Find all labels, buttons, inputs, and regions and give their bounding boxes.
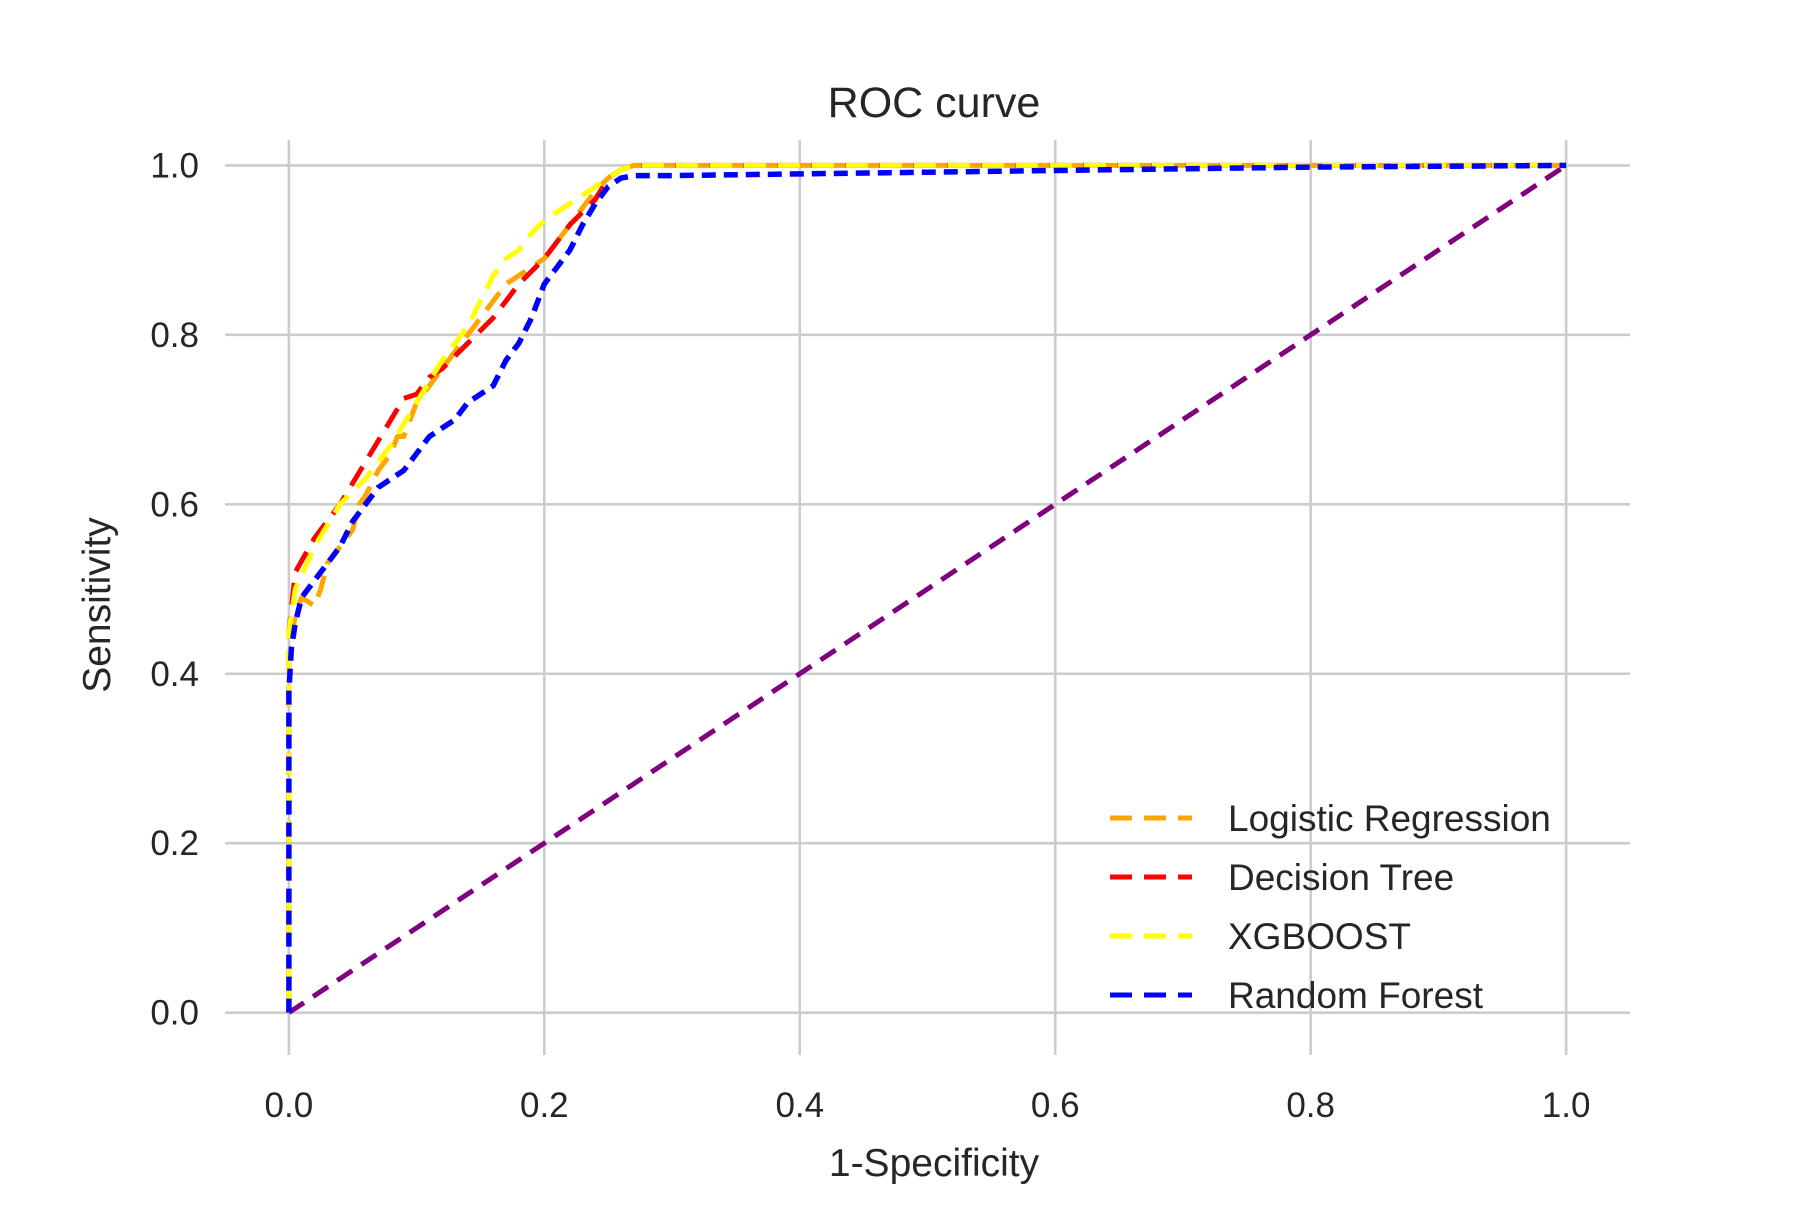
y-tick-label: 0.0 [150, 994, 199, 1033]
legend-item: Decision Tree [1110, 857, 1454, 898]
series-lines [286, 162, 1568, 1015]
legend-item: Random Forest [1110, 975, 1484, 1016]
x-tick-label: 0.0 [265, 1086, 314, 1125]
tick-labels: 0.0 0.2 0.4 0.6 0.8 1.0 0.0 0.2 0.4 0.6 0.8 1.0 [150, 146, 1590, 1125]
y-tick-label: 0.2 [150, 824, 199, 863]
chart-title: ROC curve [828, 79, 1041, 127]
x-tick-label: 0.6 [1031, 1086, 1080, 1125]
legend-label: Logistic Regression [1228, 798, 1551, 839]
legend-label: XGBOOST [1228, 916, 1411, 957]
y-tick-label: 1.0 [150, 146, 199, 185]
series-line-random-forest [286, 162, 1567, 1013]
x-tick-label: 0.8 [1286, 1086, 1335, 1125]
y-axis-label: Sensitivity [76, 517, 119, 693]
legend-label: Random Forest [1228, 975, 1484, 1016]
series-line-xgboost [286, 162, 1567, 1013]
y-tick-label: 0.8 [150, 316, 199, 355]
reference-diagonal-line [287, 163, 1568, 1015]
x-axis-label: 1-Specificity [829, 1142, 1040, 1185]
x-tick-label: 1.0 [1542, 1086, 1591, 1125]
y-tick-label: 0.4 [150, 655, 199, 694]
y-tick-label: 0.6 [150, 485, 199, 524]
x-tick-label: 0.2 [520, 1086, 569, 1125]
legend-item: Logistic Regression [1110, 798, 1551, 839]
legend-label: Decision Tree [1228, 857, 1454, 898]
x-tick-label: 0.4 [775, 1086, 824, 1125]
legend: Logistic Regression Decision Tree XGBOOST R… [1110, 798, 1551, 1016]
legend-item: XGBOOST [1110, 916, 1411, 957]
